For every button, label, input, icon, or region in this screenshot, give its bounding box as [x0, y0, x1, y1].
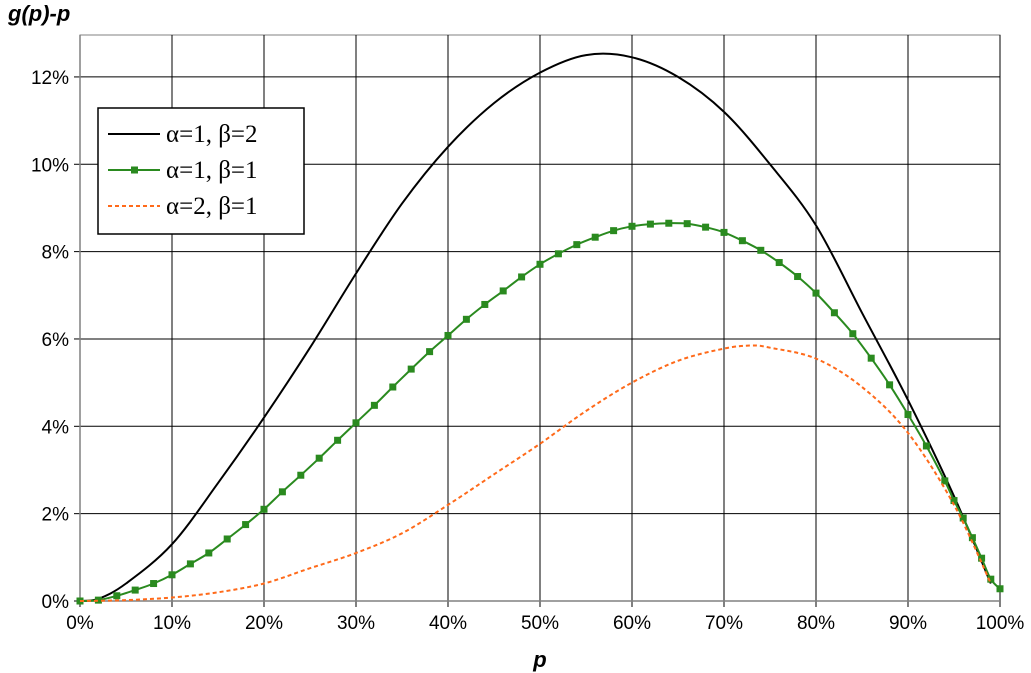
y-tick-label: 4%	[42, 417, 70, 438]
series-marker-2	[996, 585, 1004, 593]
series-marker-2	[683, 220, 691, 228]
x-tick-label: 70%	[705, 613, 743, 634]
series-marker-2	[904, 411, 912, 419]
series-marker-2	[968, 534, 976, 542]
y-tick-label: 6%	[42, 330, 70, 351]
y-axis-title: g(p)-p	[7, 1, 70, 26]
series-marker-2	[168, 571, 176, 579]
legend-label-3: α=2, β=1	[166, 193, 258, 220]
series-marker-2	[444, 331, 452, 339]
y-tick-label: 12%	[31, 68, 69, 89]
series-marker-2	[113, 592, 121, 600]
series-marker-2	[628, 222, 636, 230]
series-marker-2	[941, 477, 949, 485]
series-marker-2	[462, 315, 470, 323]
series-marker-2	[481, 300, 489, 308]
y-tick-label: 0%	[42, 592, 70, 613]
series-marker-2	[205, 549, 213, 557]
series-marker-2	[242, 521, 250, 529]
x-tick-label: 0%	[66, 613, 94, 634]
series-marker-2	[665, 219, 673, 227]
series-marker-2	[738, 237, 746, 245]
series-marker-2	[554, 250, 562, 258]
series-marker-2	[959, 514, 967, 522]
series-marker-2	[278, 488, 286, 496]
y-tick-label: 2%	[42, 505, 70, 526]
series-marker-2	[646, 220, 654, 228]
series-marker-2	[702, 223, 710, 231]
series-marker-2	[131, 586, 139, 594]
series-marker-2	[426, 348, 434, 356]
y-tick-label: 10%	[31, 155, 69, 176]
legend-label-1: α=1, β=2	[166, 121, 258, 148]
series-marker-2	[94, 596, 102, 604]
series-marker-2	[389, 383, 397, 391]
series-marker-2	[849, 330, 857, 338]
series-line-3	[79, 344, 992, 602]
series-marker-2	[536, 260, 544, 268]
series-marker-2	[518, 273, 526, 281]
y-tick-label: 8%	[42, 243, 70, 264]
series-marker-2	[573, 241, 581, 249]
x-tick-label: 60%	[613, 613, 651, 634]
series-marker-2	[499, 287, 507, 295]
axes: 0% 10% 20% 30% 40% 50% 60% 70% 80% 90% 100% 0% 2% 4% 6…	[31, 35, 1024, 634]
legend-label-2: α=1, β=1	[166, 157, 258, 184]
x-axis-title: p	[532, 647, 546, 672]
legend-marker-2	[131, 166, 138, 174]
x-tick-label: 80%	[797, 613, 835, 634]
series-marker-2	[867, 354, 875, 362]
series-marker-2	[987, 575, 995, 583]
series-marker-2	[812, 289, 820, 297]
series-marker-2	[720, 228, 728, 236]
series-marker-2	[775, 259, 783, 267]
series-marker-2	[352, 419, 360, 427]
series-marker-2	[334, 436, 342, 444]
series-marker-2	[297, 471, 305, 479]
legend: α=1, β=2 α=1, β=1 α=2, β=1	[97, 107, 305, 235]
series-marker-2	[591, 233, 599, 241]
series-marker-2	[315, 454, 323, 462]
x-tick-label: 10%	[153, 613, 191, 634]
x-tick-label: 20%	[245, 613, 283, 634]
series-marker-2	[794, 273, 802, 281]
series-marker-2	[370, 401, 378, 409]
x-tick-label: 100%	[976, 613, 1025, 634]
x-tick-label: 90%	[889, 613, 927, 634]
series-marker-2	[186, 560, 194, 568]
series-marker-2	[407, 365, 415, 373]
series-marker-2	[922, 442, 930, 450]
series-marker-2	[260, 505, 268, 513]
series-marker-2	[950, 497, 958, 505]
x-tick-label: 30%	[337, 613, 375, 634]
x-tick-label: 40%	[429, 613, 467, 634]
series-marker-2	[886, 381, 894, 389]
series	[76, 52, 1004, 605]
series-marker-2	[830, 309, 838, 317]
series-marker-2	[978, 554, 986, 562]
series-line-1	[79, 52, 992, 602]
series-marker-2	[150, 580, 158, 588]
series-marker-2	[610, 227, 618, 235]
series-marker-2	[223, 535, 231, 543]
series-marker-2	[757, 246, 765, 254]
x-tick-label: 50%	[521, 613, 559, 634]
